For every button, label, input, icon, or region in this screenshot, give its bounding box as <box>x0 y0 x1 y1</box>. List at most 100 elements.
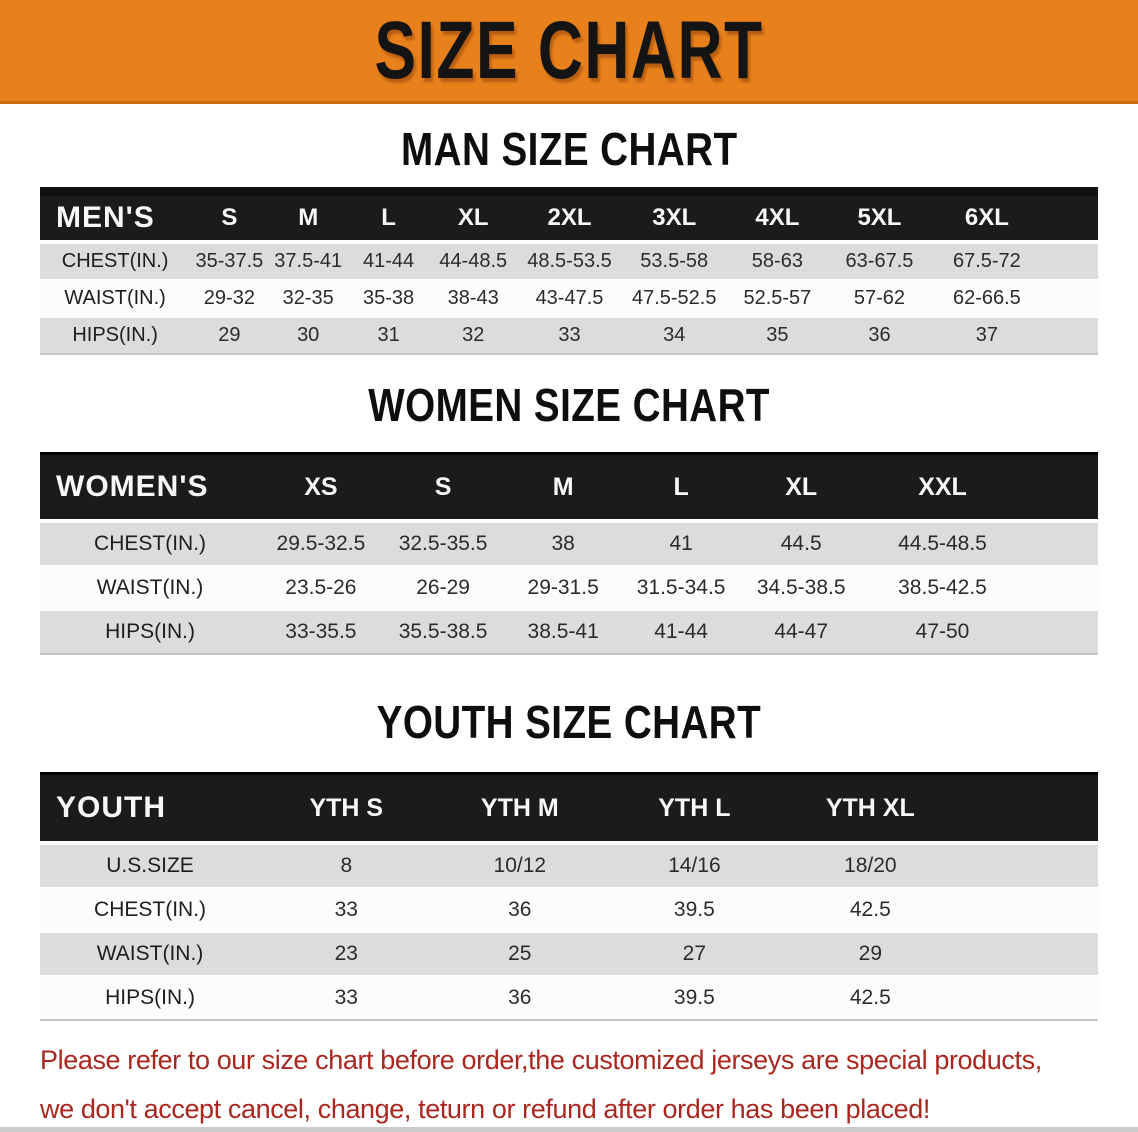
table-row: WAIST(IN.) 29-32 32-35 35-38 38-43 43-47… <box>40 280 1098 318</box>
cell: 32-35 <box>268 280 348 318</box>
cell: 23.5-26 <box>260 566 382 611</box>
cell: 30 <box>268 317 348 355</box>
cell: 35.5-38.5 <box>381 610 505 655</box>
cell: 29-32 <box>190 280 269 318</box>
cell: 29.5-32.5 <box>260 521 382 567</box>
cell: 47-50 <box>862 610 1098 655</box>
cell: 63-67.5 <box>828 242 931 281</box>
cell: 44-48.5 <box>429 242 518 281</box>
row-label: HIPS(IN.) <box>40 317 191 355</box>
cell: 58-63 <box>726 242 829 281</box>
table-row: HIPS(IN.) 33-35.5 35.5-38.5 38.5-41 41-4… <box>40 610 1098 655</box>
cell: 18/20 <box>781 843 1098 889</box>
cell: 42.5 <box>781 976 1098 1021</box>
row-label: HIPS(IN.) <box>40 610 261 655</box>
women-heading-text: WOMEN SIZE CHART <box>368 379 770 431</box>
cell: 41-44 <box>621 610 741 655</box>
men-corner-label: MEN'S <box>40 187 191 244</box>
youth-col-header: YTH S <box>260 772 433 845</box>
men-col-header: 6XL <box>930 187 1098 244</box>
women-col-header: L <box>621 452 741 523</box>
row-label: HIPS(IN.) <box>40 976 261 1021</box>
cell: 35-37.5 <box>190 242 269 281</box>
men-col-header: 3XL <box>621 187 727 244</box>
row-label: U.S.SIZE <box>40 843 261 889</box>
banner: SIZE CHART <box>0 0 1138 104</box>
men-col-header: L <box>347 187 430 244</box>
cell: 37.5-41 <box>268 242 348 281</box>
men-col-header: 5XL <box>828 187 931 244</box>
women-corner-label: WOMEN'S <box>40 452 261 523</box>
cell: 36 <box>432 976 608 1021</box>
cell: 52.5-57 <box>726 280 829 318</box>
cell: 35-38 <box>347 280 430 318</box>
cell: 32.5-35.5 <box>381 521 505 567</box>
cell: 47.5-52.5 <box>621 280 727 318</box>
men-section-heading: MAN SIZE CHART <box>0 122 1138 176</box>
men-col-header: M <box>268 187 348 244</box>
cell: 31 <box>347 317 430 355</box>
row-label: CHEST(IN.) <box>40 521 261 567</box>
row-label: WAIST(IN.) <box>40 280 191 318</box>
cell: 38-43 <box>429 280 518 318</box>
youth-corner-label: YOUTH <box>40 772 261 845</box>
cell: 23 <box>260 932 433 977</box>
disclaimer-line-2: we don't accept cancel, change, teturn o… <box>40 1094 930 1125</box>
cell: 34.5-38.5 <box>740 566 863 611</box>
table-row: WAIST(IN.) 23 25 27 29 <box>40 932 1098 977</box>
table-row: CHEST(IN.) 33 36 39.5 42.5 <box>40 888 1098 933</box>
cell: 32 <box>429 317 518 355</box>
cell: 35 <box>726 317 829 355</box>
cell: 26-29 <box>381 566 505 611</box>
cell: 38.5-41 <box>504 610 622 655</box>
men-col-header: 4XL <box>726 187 829 244</box>
cell: 44.5 <box>740 521 863 567</box>
cell: 36 <box>828 317 931 355</box>
cell: 39.5 <box>607 976 782 1021</box>
cell: 33 <box>260 888 433 933</box>
table-row: CHEST(IN.) 29.5-32.5 32.5-35.5 38 41 44.… <box>40 521 1098 567</box>
cell: 48.5-53.5 <box>517 242 622 281</box>
cell: 27 <box>607 932 782 977</box>
cell: 29 <box>781 932 1098 977</box>
women-header-row: WOMEN'S XS S M L XL XXL <box>40 452 1098 523</box>
cell: 37 <box>930 317 1098 355</box>
cell: 25 <box>432 932 608 977</box>
men-size-table: MEN'S S M L XL 2XL 3XL 4XL 5XL 6XL CHEST… <box>40 187 1098 355</box>
youth-size-table: YOUTH YTH S YTH M YTH L YTH XL U.S.SIZE … <box>40 772 1098 1021</box>
youth-header-row: YOUTH YTH S YTH M YTH L YTH XL <box>40 772 1098 845</box>
cell: 39.5 <box>607 888 782 933</box>
cell: 41 <box>621 521 741 567</box>
table-row: CHEST(IN.) 35-37.5 37.5-41 41-44 44-48.5… <box>40 242 1098 281</box>
bottom-edge-strip <box>0 1127 1138 1132</box>
women-col-header: M <box>504 452 622 523</box>
cell: 41-44 <box>347 242 430 281</box>
page-title: SIZE CHART <box>374 4 764 96</box>
women-col-header: S <box>381 452 505 523</box>
cell: 29 <box>190 317 269 355</box>
cell: 44-47 <box>740 610 863 655</box>
cell: 34 <box>621 317 727 355</box>
women-col-header: XXL <box>862 452 1098 523</box>
cell: 42.5 <box>781 888 1098 933</box>
cell: 43-47.5 <box>517 280 622 318</box>
women-size-table: WOMEN'S XS S M L XL XXL CHEST(IN.) 29.5-… <box>40 452 1098 655</box>
row-label: CHEST(IN.) <box>40 888 261 933</box>
disclaimer-line-1: Please refer to our size chart before or… <box>40 1045 1042 1075</box>
cell: 33 <box>260 976 433 1021</box>
men-col-header: S <box>190 187 269 244</box>
cell: 29-31.5 <box>504 566 622 611</box>
women-col-header: XS <box>260 452 382 523</box>
cell: 33-35.5 <box>260 610 382 655</box>
men-header-row: MEN'S S M L XL 2XL 3XL 4XL 5XL 6XL <box>40 187 1098 244</box>
cell: 33 <box>517 317 622 355</box>
cell: 10/12 <box>432 843 608 889</box>
cell: 62-66.5 <box>930 280 1098 318</box>
men-col-header: 2XL <box>517 187 622 244</box>
table-row: U.S.SIZE 8 10/12 14/16 18/20 <box>40 843 1098 889</box>
table-row: HIPS(IN.) 33 36 39.5 42.5 <box>40 976 1098 1021</box>
cell: 44.5-48.5 <box>862 521 1098 567</box>
women-section-heading: WOMEN SIZE CHART <box>0 378 1138 432</box>
youth-col-header: YTH L <box>607 772 782 845</box>
